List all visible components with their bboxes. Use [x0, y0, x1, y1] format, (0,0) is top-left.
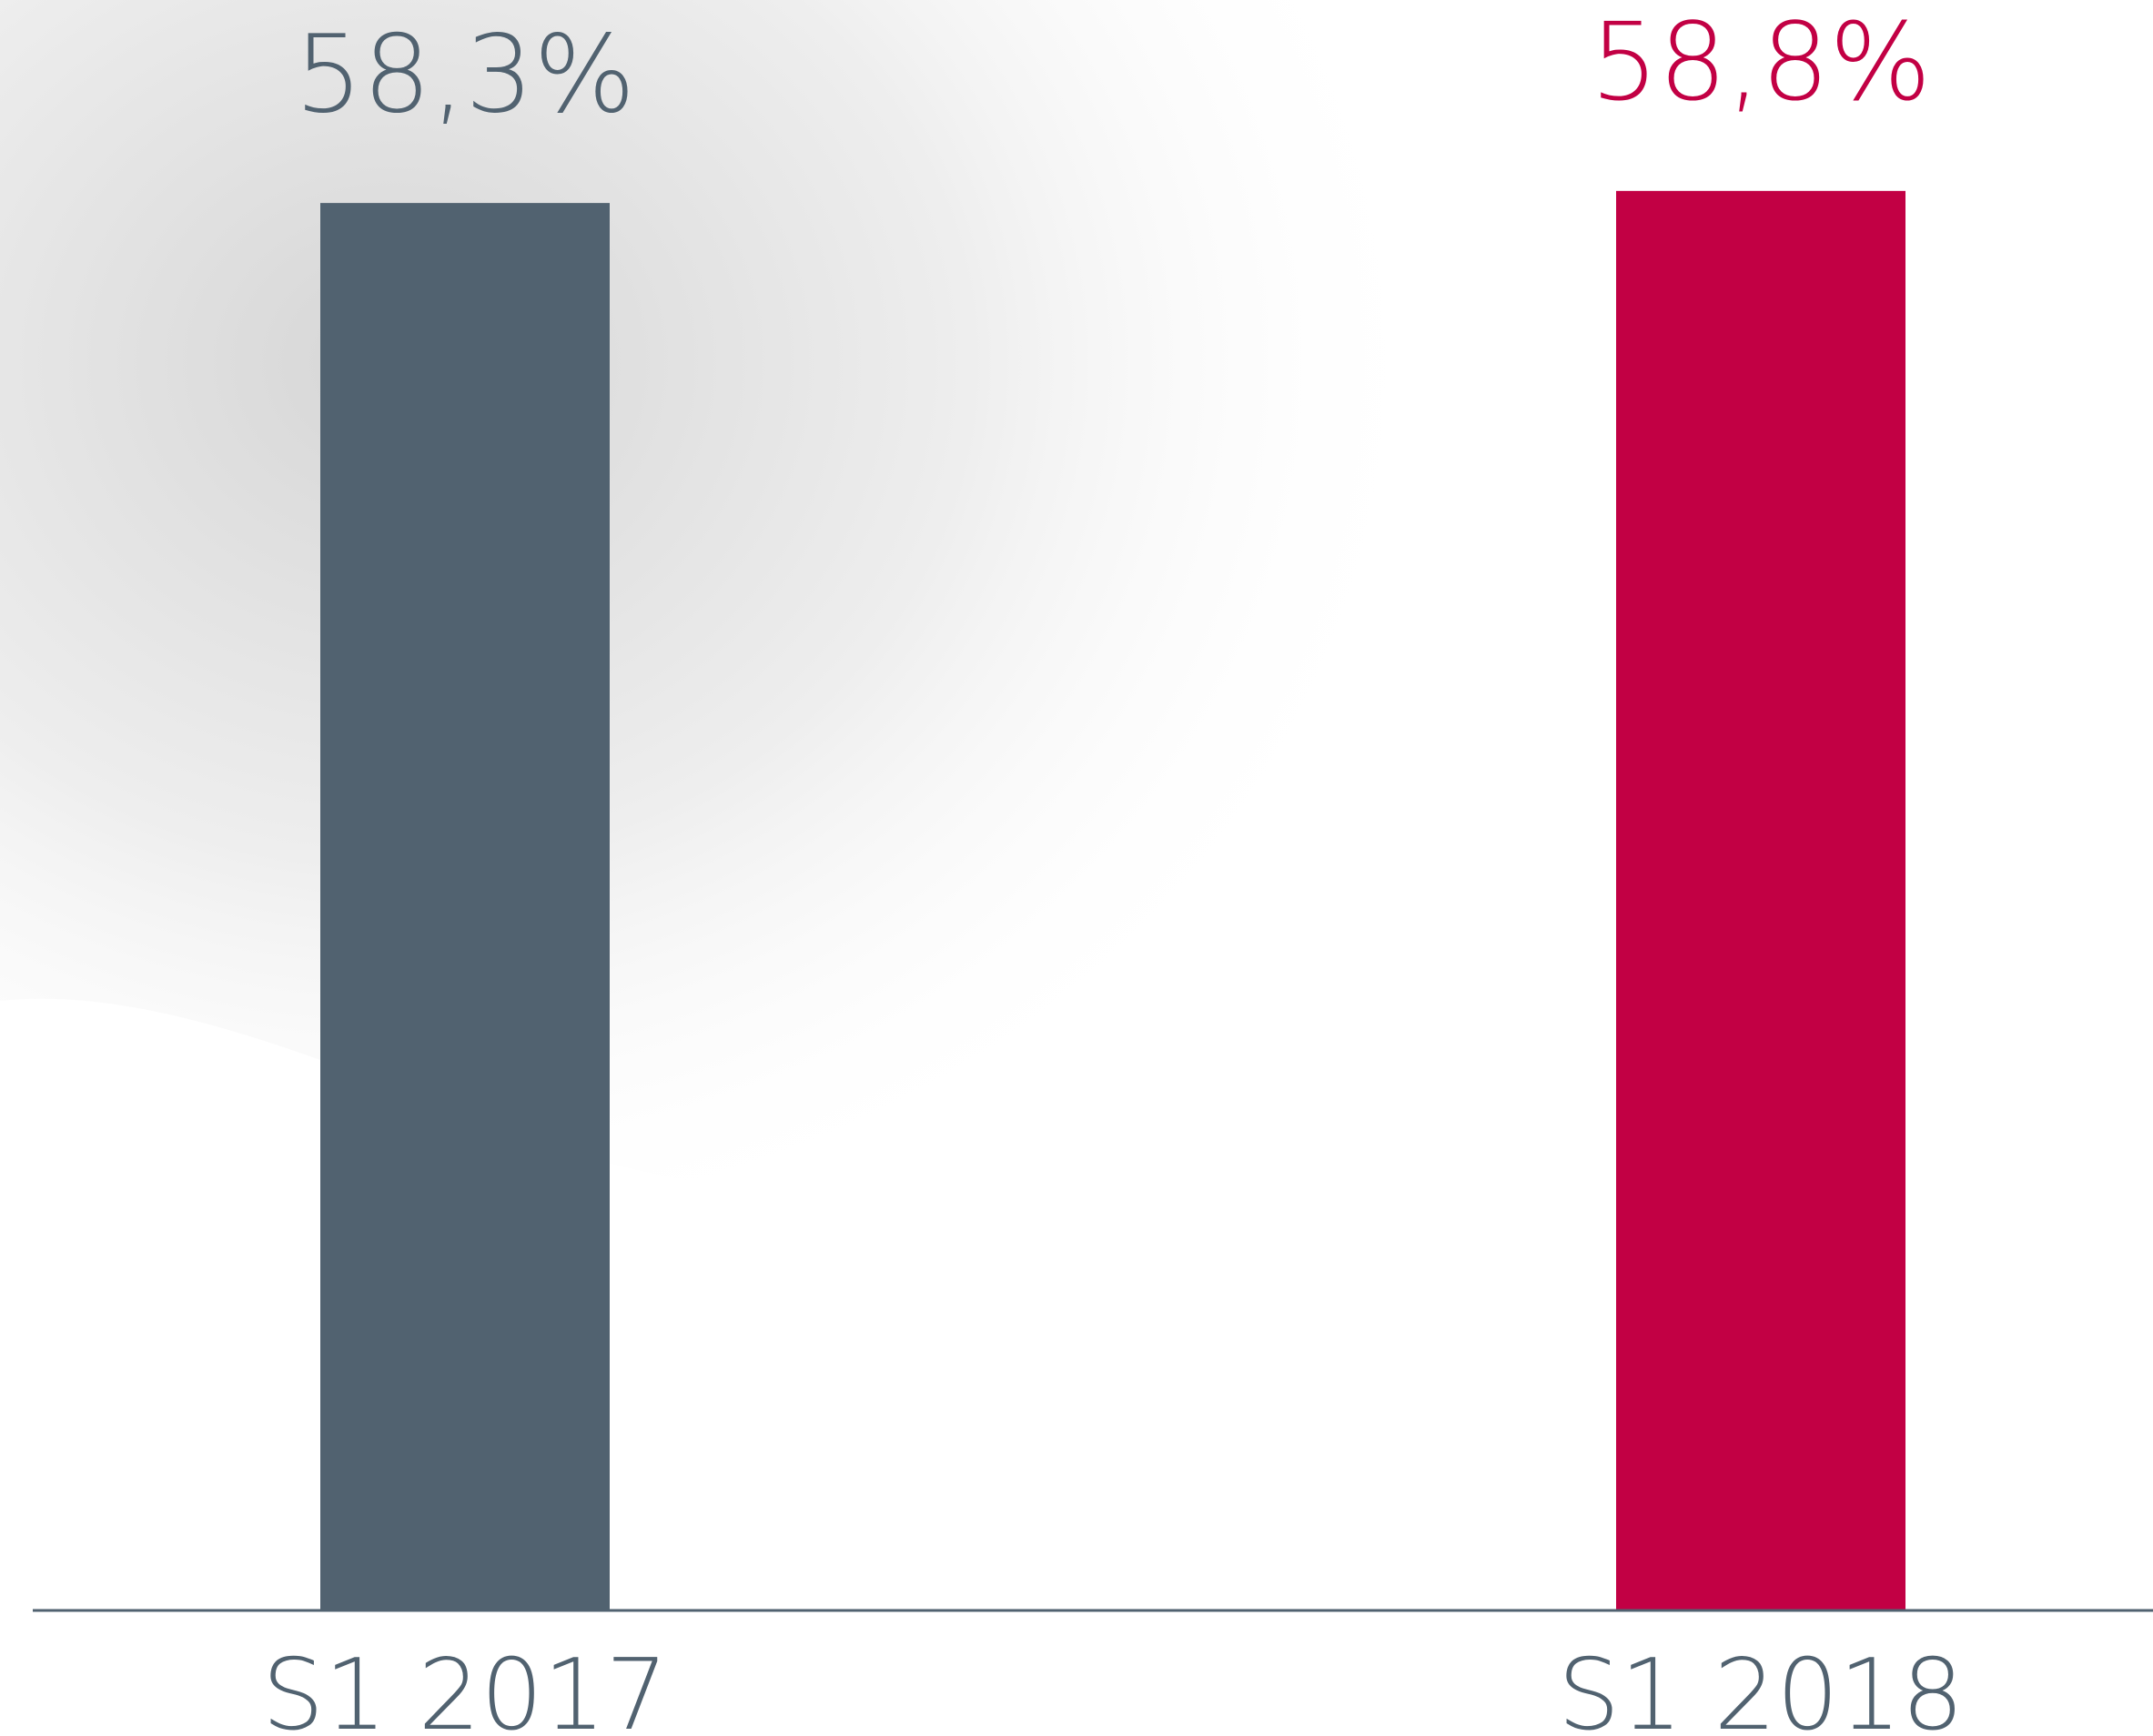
x-tick-label: S1 2018: [1558, 1639, 1964, 1736]
value-label: 58,3%: [295, 11, 636, 136]
value-label: 58,8%: [1591, 0, 1932, 125]
bar: [1616, 191, 1905, 1610]
chart: 58,3% S1 2017 58,8% S1 2018: [0, 0, 2153, 1736]
background-photo: [0, 0, 1401, 1210]
x-tick-label: S1 2017: [262, 1639, 668, 1736]
bar: [320, 203, 610, 1610]
page: {"chart_data": {"type": "bar", "categori…: [0, 0, 2153, 1736]
